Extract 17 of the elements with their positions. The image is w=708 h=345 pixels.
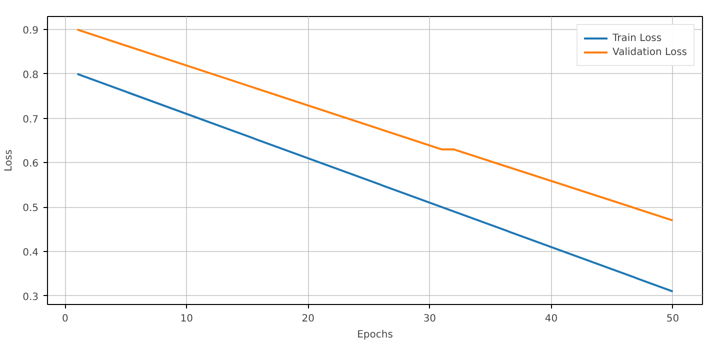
x-tick-label: 0: [62, 314, 68, 324]
y-tick-label: 0.9: [22, 26, 39, 37]
x-axis-title: Epochs: [357, 330, 393, 340]
y-tick-label: 0.3: [22, 292, 39, 303]
y-tick-label: 0.5: [22, 203, 39, 214]
y-tick-label: 0.6: [22, 158, 39, 170]
legend-label: Validation Loss: [612, 46, 687, 59]
x-tick-label: 20: [302, 314, 315, 324]
y-tick-label: 0.7: [22, 114, 39, 126]
y-tick-label: 0.8: [22, 70, 39, 81]
y-tick-label: 0.4: [22, 247, 39, 258]
y-axis-title: Loss: [4, 150, 15, 172]
x-tick-label: 50: [666, 314, 680, 324]
x-tick-label: 10: [180, 314, 194, 324]
x-tick-label: 40: [544, 314, 558, 324]
legend-label: Train Loss: [612, 32, 662, 45]
x-tick-label: 30: [423, 314, 436, 324]
